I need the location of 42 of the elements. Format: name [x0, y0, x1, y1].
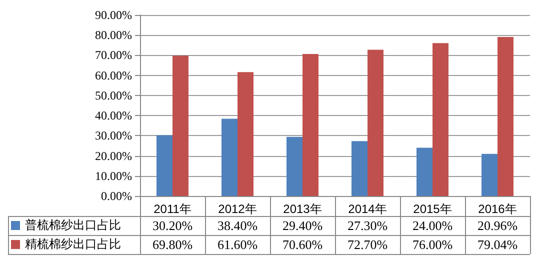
bar — [302, 54, 318, 196]
bar — [416, 148, 432, 196]
data-label: 70.60% — [281, 236, 324, 254]
x-tick-label: 2016年 — [478, 202, 517, 216]
data-label: 30.20% — [151, 217, 194, 235]
y-tick-label: 90.00% — [95, 8, 132, 22]
bar — [368, 50, 384, 196]
bar — [286, 136, 302, 196]
bar — [432, 43, 448, 196]
data-label: 27.30% — [346, 217, 389, 235]
x-tick-label: 2012年 — [218, 202, 257, 216]
y-tick-label: 80.00% — [95, 28, 132, 42]
data-label: 20.96% — [476, 217, 519, 235]
data-label: 24.00% — [411, 217, 454, 235]
data-label: 69.80% — [151, 236, 194, 254]
y-tick-label: 10.00% — [95, 168, 132, 183]
data-label: 72.70% — [346, 236, 389, 254]
legend-label: 精梳棉纱出口占比 — [24, 236, 122, 253]
legend-label: 普梳棉纱出口占比 — [24, 217, 122, 234]
bar — [498, 37, 514, 196]
y-tick-label: 30.00% — [95, 128, 132, 143]
x-tick-label: 2013年 — [283, 202, 322, 216]
x-tick-label: 2015年 — [413, 202, 452, 216]
data-label: 38.40% — [216, 217, 259, 235]
data-label: 61.60% — [216, 236, 259, 254]
bar — [482, 154, 498, 196]
x-tick-label: 2014年 — [348, 202, 387, 216]
bar — [222, 118, 238, 196]
bar — [238, 72, 254, 196]
bar — [352, 141, 368, 196]
y-tick-label: 70.00% — [95, 48, 132, 62]
y-tick-label: 60.00% — [95, 68, 132, 82]
y-tick-label: 50.00% — [95, 88, 132, 102]
y-tick-label: 20.00% — [95, 148, 132, 163]
y-tick-label: 0.00% — [101, 189, 132, 203]
data-label: 76.00% — [411, 236, 454, 254]
data-label: 29.40% — [281, 217, 324, 235]
data-label: 79.04% — [476, 236, 519, 254]
x-tick-label: 2011年 — [154, 202, 192, 216]
bar — [172, 56, 188, 196]
y-tick-label: 40.00% — [95, 108, 132, 123]
bar — [156, 135, 172, 196]
